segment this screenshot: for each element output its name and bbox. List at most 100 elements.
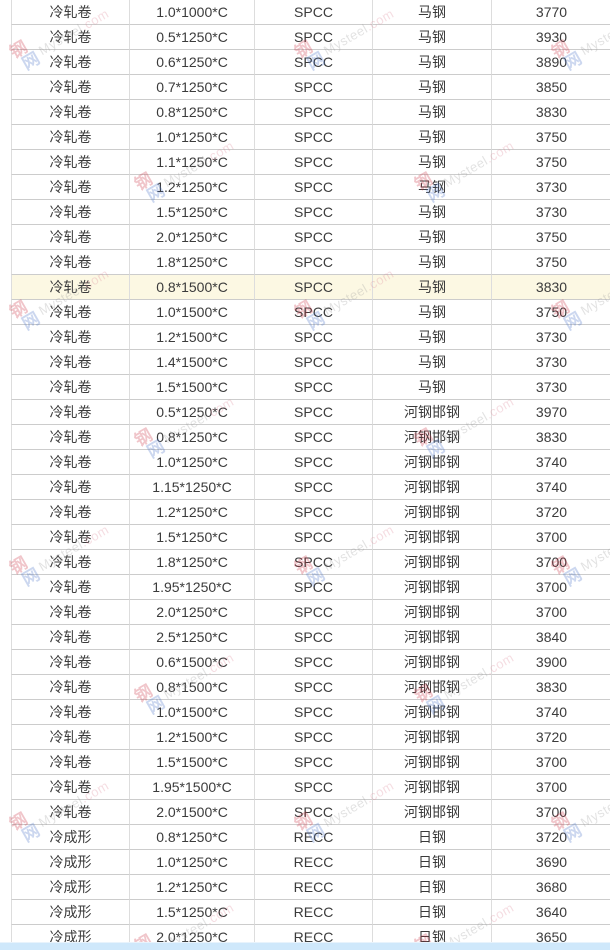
table-row[interactable]: 冷轧卷 1.4*1500*C SPCC 马钢 3730 <box>11 350 610 375</box>
cell-spec: 0.8*1250*C <box>130 825 255 850</box>
cell-product: 冷轧卷 <box>11 600 130 625</box>
cell-mill: 河钢邯钢 <box>373 575 492 600</box>
table-row[interactable]: 冷轧卷 1.1*1250*C SPCC 马钢 3750 <box>11 150 610 175</box>
cell-material: SPCC <box>255 425 373 450</box>
table-row[interactable]: 冷轧卷 1.5*1250*C SPCC 马钢 3730 <box>11 200 610 225</box>
cell-price: 3830 <box>492 275 610 300</box>
table-row[interactable]: 冷轧卷 2.0*1250*C SPCC 马钢 3750 <box>11 225 610 250</box>
cell-spec: 1.15*1250*C <box>130 475 255 500</box>
table-row[interactable]: 冷成形 0.8*1250*C RECC 日钢 3720 <box>11 825 610 850</box>
cell-product: 冷轧卷 <box>11 0 130 25</box>
table-row[interactable]: 冷轧卷 1.2*1500*C SPCC 河钢邯钢 3720 <box>11 725 610 750</box>
table-row[interactable]: 冷轧卷 0.8*1500*C SPCC 马钢 3830 <box>11 275 610 300</box>
table-row[interactable]: 冷轧卷 1.15*1250*C SPCC 河钢邯钢 3740 <box>11 475 610 500</box>
cell-price: 3900 <box>492 650 610 675</box>
cell-product: 冷轧卷 <box>11 800 130 825</box>
cell-spec: 1.5*1500*C <box>130 750 255 775</box>
cell-spec: 0.6*1500*C <box>130 650 255 675</box>
steel-price-table: 冷轧卷 1.0*1000*C SPCC 马钢 3770 冷轧卷 0.5*1250… <box>11 0 610 950</box>
cell-mill: 马钢 <box>373 275 492 300</box>
bottom-scroll-band <box>0 942 610 950</box>
table-row[interactable]: 冷轧卷 1.95*1250*C SPCC 河钢邯钢 3700 <box>11 575 610 600</box>
cell-price: 3700 <box>492 525 610 550</box>
table-row[interactable]: 冷轧卷 1.8*1250*C SPCC 马钢 3750 <box>11 250 610 275</box>
cell-material: SPCC <box>255 50 373 75</box>
table-row[interactable]: 冷轧卷 1.0*1250*C SPCC 马钢 3750 <box>11 125 610 150</box>
table-row[interactable]: 冷轧卷 2.0*1500*C SPCC 河钢邯钢 3700 <box>11 800 610 825</box>
cell-material: SPCC <box>255 525 373 550</box>
table-row[interactable]: 冷轧卷 1.95*1500*C SPCC 河钢邯钢 3700 <box>11 775 610 800</box>
cell-price: 3730 <box>492 350 610 375</box>
cell-spec: 1.0*1500*C <box>130 300 255 325</box>
table-row[interactable]: 冷轧卷 0.6*1500*C SPCC 河钢邯钢 3900 <box>11 650 610 675</box>
cell-mill: 日钢 <box>373 850 492 875</box>
cell-material: SPCC <box>255 650 373 675</box>
table-row[interactable]: 冷轧卷 0.8*1500*C SPCC 河钢邯钢 3830 <box>11 675 610 700</box>
table-row[interactable]: 冷轧卷 0.8*1250*C SPCC 河钢邯钢 3830 <box>11 425 610 450</box>
cell-price: 3730 <box>492 325 610 350</box>
table-row[interactable]: 冷轧卷 0.6*1250*C SPCC 马钢 3890 <box>11 50 610 75</box>
table-row[interactable]: 冷轧卷 1.0*1250*C SPCC 河钢邯钢 3740 <box>11 450 610 475</box>
cell-product: 冷轧卷 <box>11 525 130 550</box>
table-row[interactable]: 冷轧卷 1.8*1250*C SPCC 河钢邯钢 3700 <box>11 550 610 575</box>
cell-material: SPCC <box>255 400 373 425</box>
table-row[interactable]: 冷轧卷 0.8*1250*C SPCC 马钢 3830 <box>11 100 610 125</box>
cell-price: 3830 <box>492 100 610 125</box>
cell-spec: 1.2*1250*C <box>130 875 255 900</box>
table-row[interactable]: 冷轧卷 1.0*1000*C SPCC 马钢 3770 <box>11 0 610 25</box>
table-row[interactable]: 冷轧卷 2.0*1250*C SPCC 河钢邯钢 3700 <box>11 600 610 625</box>
table-row[interactable]: 冷轧卷 1.5*1250*C SPCC 河钢邯钢 3700 <box>11 525 610 550</box>
table-row[interactable]: 冷轧卷 2.5*1250*C SPCC 河钢邯钢 3840 <box>11 625 610 650</box>
table-row[interactable]: 冷轧卷 1.2*1500*C SPCC 马钢 3730 <box>11 325 610 350</box>
cell-mill: 河钢邯钢 <box>373 800 492 825</box>
cell-mill: 马钢 <box>373 225 492 250</box>
cell-price: 3740 <box>492 450 610 475</box>
cell-material: SPCC <box>255 300 373 325</box>
cell-spec: 2.5*1250*C <box>130 625 255 650</box>
cell-material: SPCC <box>255 800 373 825</box>
table-row[interactable]: 冷成形 1.2*1250*C RECC 日钢 3680 <box>11 875 610 900</box>
cell-mill: 马钢 <box>373 175 492 200</box>
table-row[interactable]: 冷轧卷 1.0*1500*C SPCC 马钢 3750 <box>11 300 610 325</box>
cell-material: SPCC <box>255 250 373 275</box>
cell-product: 冷轧卷 <box>11 750 130 775</box>
cell-spec: 0.5*1250*C <box>130 400 255 425</box>
cell-spec: 1.0*1000*C <box>130 0 255 25</box>
cell-mill: 马钢 <box>373 100 492 125</box>
cell-mill: 河钢邯钢 <box>373 500 492 525</box>
table-row[interactable]: 冷成形 1.5*1250*C RECC 日钢 3640 <box>11 900 610 925</box>
table-row[interactable]: 冷轧卷 1.2*1250*C SPCC 河钢邯钢 3720 <box>11 500 610 525</box>
cell-price: 3830 <box>492 425 610 450</box>
cell-price: 3700 <box>492 575 610 600</box>
cell-spec: 0.8*1500*C <box>130 275 255 300</box>
table-row[interactable]: 冷轧卷 0.5*1250*C SPCC 河钢邯钢 3970 <box>11 400 610 425</box>
cell-product: 冷轧卷 <box>11 700 130 725</box>
cell-spec: 1.2*1250*C <box>130 175 255 200</box>
cell-product: 冷成形 <box>11 875 130 900</box>
cell-material: SPCC <box>255 575 373 600</box>
cell-spec: 1.5*1500*C <box>130 375 255 400</box>
table-row[interactable]: 冷轧卷 1.5*1500*C SPCC 河钢邯钢 3700 <box>11 750 610 775</box>
table-row[interactable]: 冷成形 1.0*1250*C RECC 日钢 3690 <box>11 850 610 875</box>
table-row[interactable]: 冷轧卷 1.0*1500*C SPCC 河钢邯钢 3740 <box>11 700 610 725</box>
cell-price: 3690 <box>492 850 610 875</box>
cell-mill: 马钢 <box>373 250 492 275</box>
cell-product: 冷轧卷 <box>11 175 130 200</box>
cell-product: 冷轧卷 <box>11 350 130 375</box>
cell-mill: 马钢 <box>373 125 492 150</box>
table-row[interactable]: 冷轧卷 0.5*1250*C SPCC 马钢 3930 <box>11 25 610 50</box>
table-row[interactable]: 冷轧卷 1.2*1250*C SPCC 马钢 3730 <box>11 175 610 200</box>
cell-spec: 1.0*1250*C <box>130 125 255 150</box>
cell-spec: 1.0*1500*C <box>130 700 255 725</box>
cell-spec: 1.5*1250*C <box>130 525 255 550</box>
cell-price: 3750 <box>492 300 610 325</box>
cell-price: 3720 <box>492 825 610 850</box>
cell-mill: 河钢邯钢 <box>373 550 492 575</box>
cell-mill: 河钢邯钢 <box>373 525 492 550</box>
table-row[interactable]: 冷轧卷 0.7*1250*C SPCC 马钢 3850 <box>11 75 610 100</box>
table-row[interactable]: 冷轧卷 1.5*1500*C SPCC 马钢 3730 <box>11 375 610 400</box>
cell-product: 冷轧卷 <box>11 400 130 425</box>
cell-mill: 马钢 <box>373 0 492 25</box>
cell-product: 冷轧卷 <box>11 500 130 525</box>
cell-material: SPCC <box>255 700 373 725</box>
